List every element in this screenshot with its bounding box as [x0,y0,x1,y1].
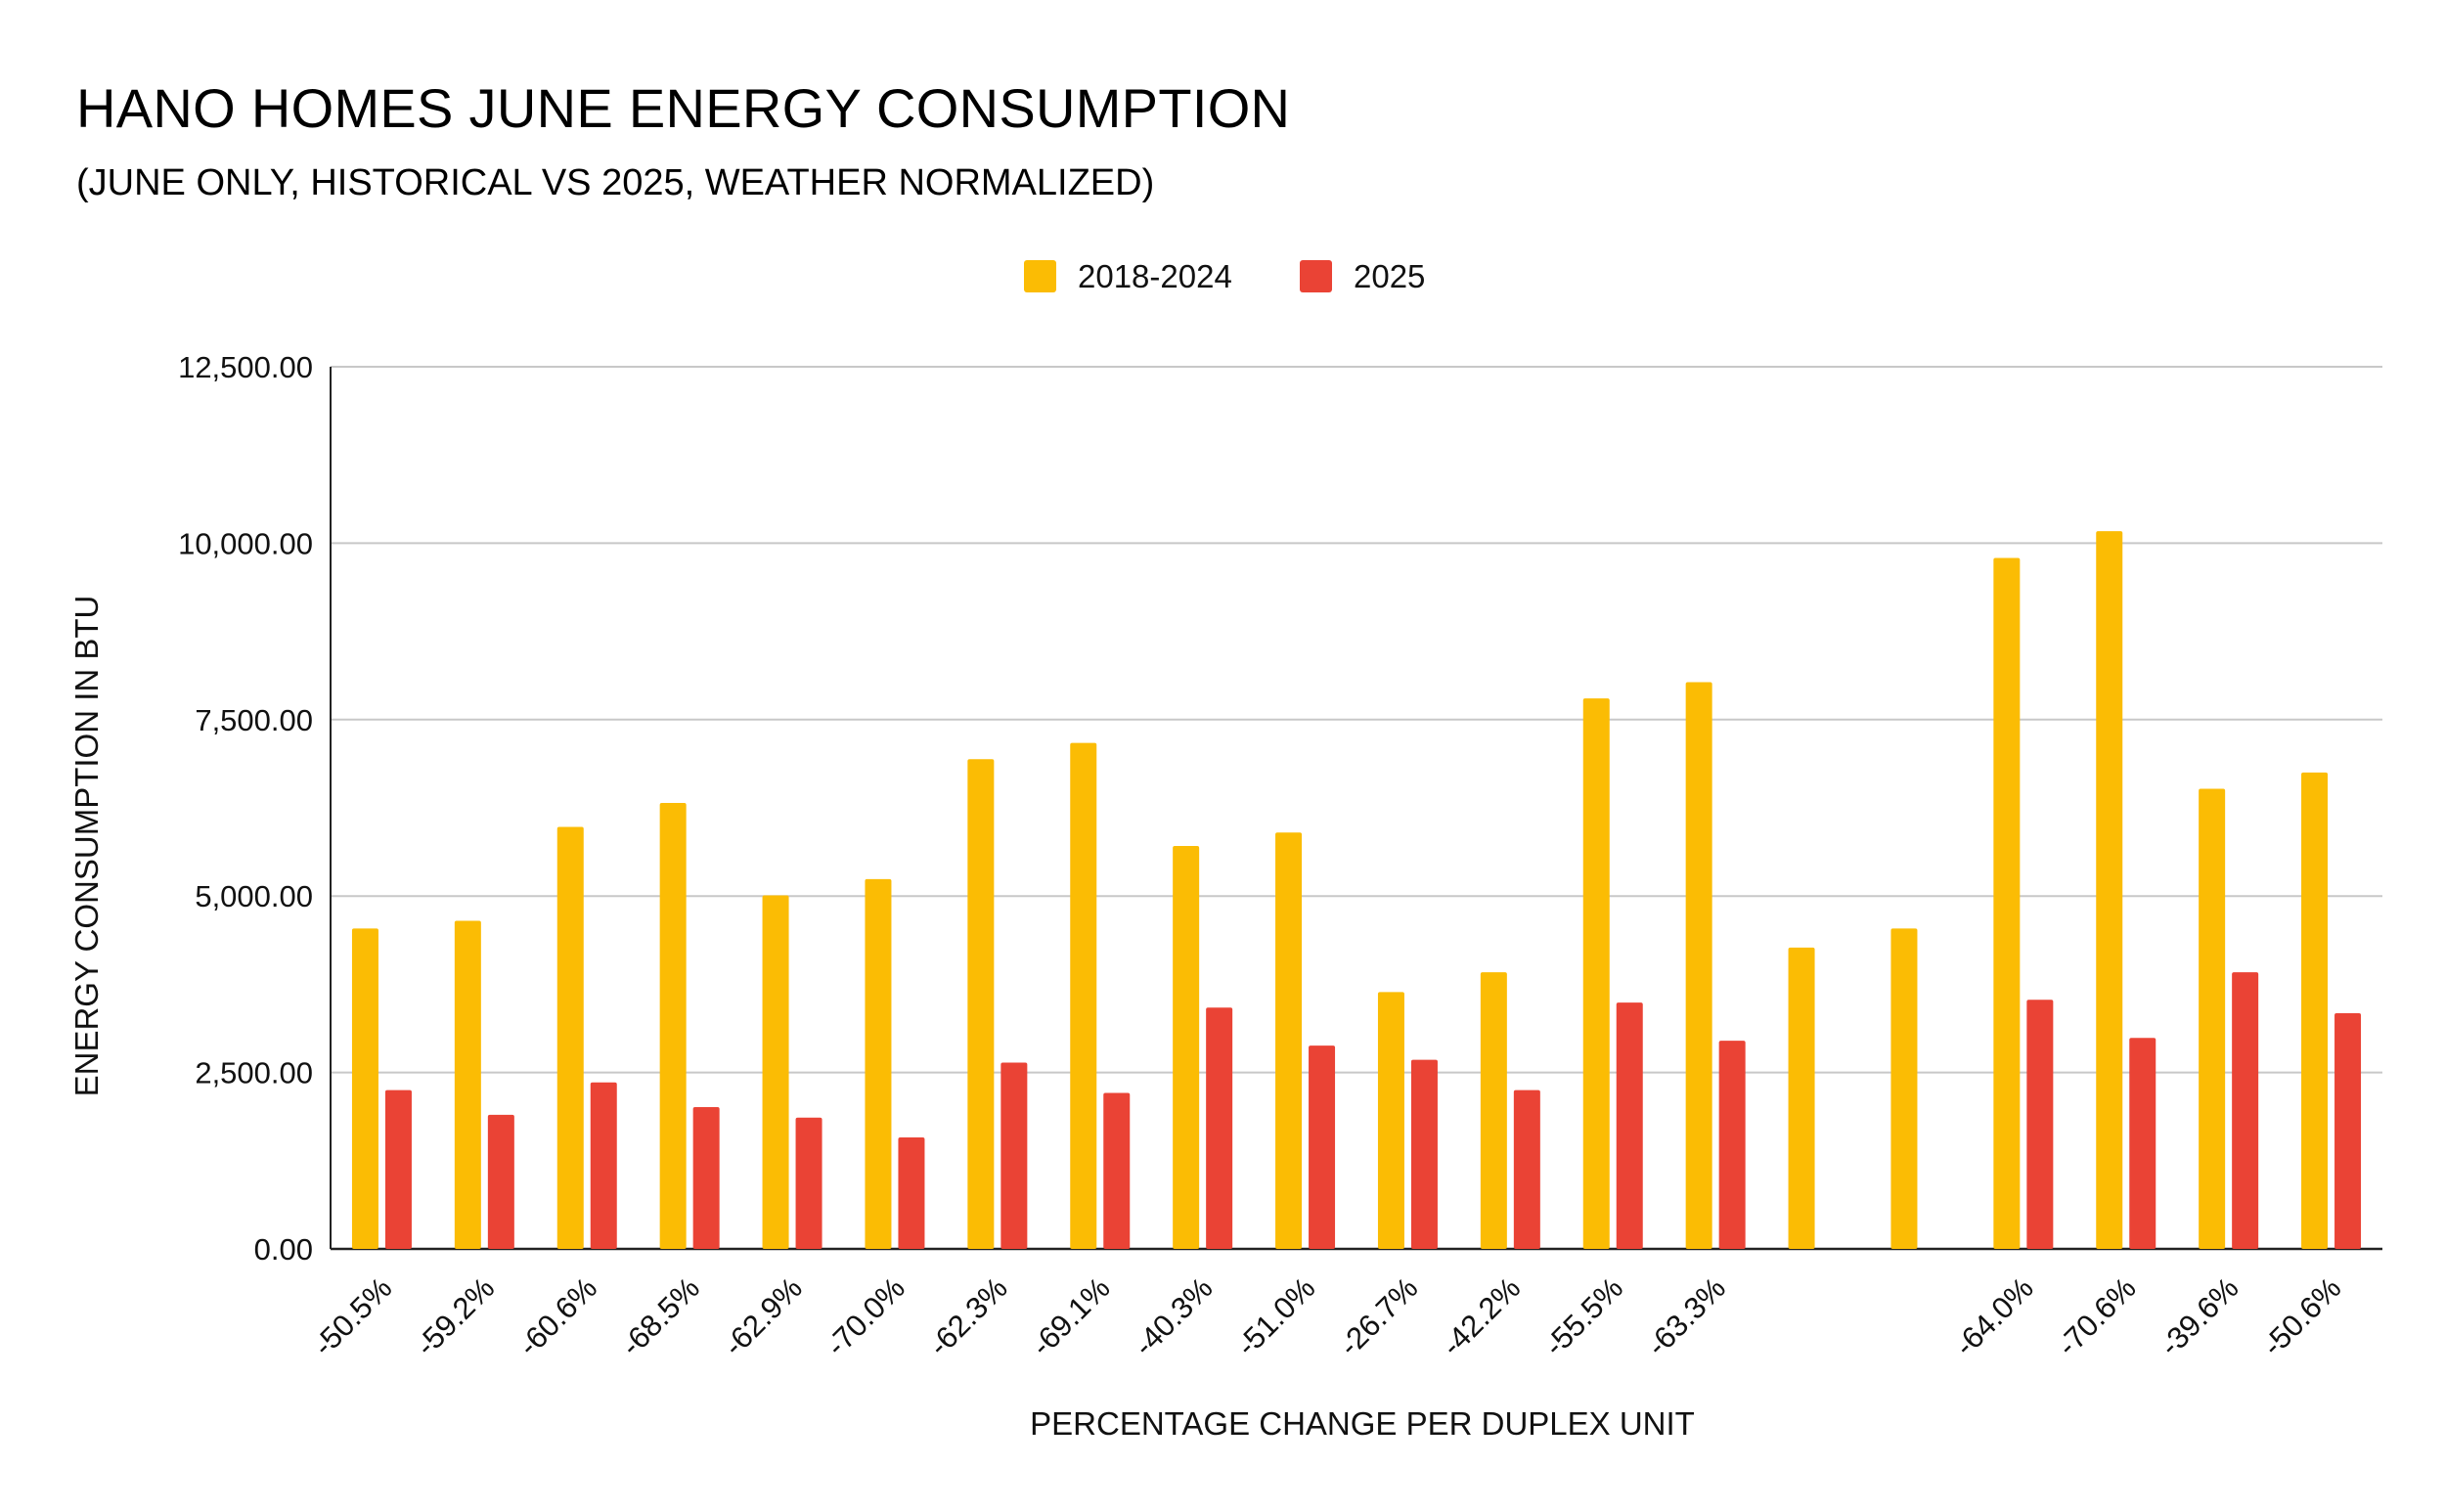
bar-historical-6 [967,759,995,1249]
x-tick-label: -55.5% [1537,1270,1629,1362]
x-tick-label: -68.5% [614,1270,706,1362]
x-tick-label: -63.3% [1640,1270,1732,1362]
bar-2025-2 [590,1082,617,1249]
x-axis-label: PERCENTAGE CHANGE PER DUPLEX UNIT [1030,1405,1695,1442]
bar-historical-17 [2096,531,2123,1249]
bar-2025-12 [1616,1002,1643,1249]
bar-historical-19 [2301,772,2329,1249]
bar-2025-4 [795,1117,822,1249]
legend-label-0: 2018-2024 [1078,258,1232,294]
x-tick-label: -60.6% [511,1270,603,1362]
bar-historical-15 [1890,928,1918,1249]
y-axis-ticks: 0.00 2,500.00 5,000.00 7,500.00 10,000.00 12,… [178,350,313,1267]
bar-historical-14 [1788,947,1815,1249]
bar-2025-16 [2026,1000,2054,1249]
x-axis-ticks: -50.5% -59.2% -60.6% -68.5% -62.9% -70.0% -62.… [306,1270,2347,1362]
x-tick-label: -51.0% [1229,1270,1321,1362]
legend: 2018-2024 2025 [1024,258,1425,294]
x-tick-label: -64.0% [1948,1270,2040,1362]
bars [351,531,2362,1249]
x-tick-label: -59.2% [409,1270,501,1362]
bar-2025-1 [487,1114,514,1249]
bar-2025-0 [384,1090,412,1249]
bar-historical-1 [454,920,481,1249]
bar-2025-9 [1309,1045,1336,1249]
bar-historical-10 [1377,992,1404,1249]
bar-2025-10 [1410,1059,1438,1249]
bar-historical-9 [1275,832,1303,1249]
y-axis-label: ENERGY CONSUMPTION IN BTU [68,596,105,1097]
x-tick-label: -40.3% [1127,1270,1219,1362]
y-tick-label: 0.00 [254,1232,313,1267]
bar-2025-5 [898,1136,925,1249]
bar-historical-16 [1993,557,2021,1249]
x-tick-label: -42.2% [1435,1270,1527,1362]
bar-2025-18 [2232,972,2259,1249]
legend-swatch-1 [1300,260,1332,292]
gridlines [330,366,2382,1251]
y-tick-label: 12,500.00 [178,350,313,384]
legend-swatch-0 [1024,260,1056,292]
bar-historical-3 [659,802,687,1249]
x-tick-label: -69.1% [1024,1270,1116,1362]
bar-historical-2 [556,826,584,1249]
x-tick-label: -39.6% [2153,1270,2245,1362]
bar-historical-18 [2199,788,2226,1249]
x-tick-label: -62.9% [717,1270,809,1362]
bar-2025-17 [2129,1038,2156,1249]
bar-historical-8 [1173,845,1200,1249]
x-tick-label: -70.0% [820,1270,911,1362]
x-tick-label: -50.5% [306,1270,398,1362]
chart-title: HANO HOMES JUNE ENERGY CONSUMPTION [76,77,1291,139]
bar-historical-13 [1685,682,1712,1249]
y-tick-label: 5,000.00 [195,879,313,913]
x-tick-label: -70.6% [2050,1270,2142,1362]
bar-2025-8 [1206,1007,1233,1249]
x-tick-label: -50.6% [2255,1270,2347,1362]
bar-2025-3 [692,1106,720,1249]
x-tick-label: -26.7% [1332,1270,1424,1362]
bar-2025-11 [1513,1090,1540,1249]
bar-historical-0 [351,928,378,1249]
bar-historical-7 [1070,742,1097,1249]
chart-subtitle: (JUNE ONLY, HISTORICAL VS 2025, WEATHER … [76,162,1155,203]
legend-label-1: 2025 [1354,258,1425,294]
bar-2025-6 [1000,1062,1028,1249]
bar-historical-4 [762,895,789,1249]
bar-historical-5 [865,878,892,1249]
bar-historical-12 [1582,698,1610,1249]
y-tick-label: 10,000.00 [178,526,313,560]
x-tick-label: -62.3% [922,1270,1014,1362]
y-tick-label: 7,500.00 [195,703,313,737]
bar-2025-19 [2334,1012,2362,1249]
y-tick-label: 2,500.00 [195,1056,313,1090]
bar-historical-11 [1480,972,1507,1249]
bar-2025-13 [1718,1041,1746,1249]
bar-2025-7 [1103,1092,1131,1249]
